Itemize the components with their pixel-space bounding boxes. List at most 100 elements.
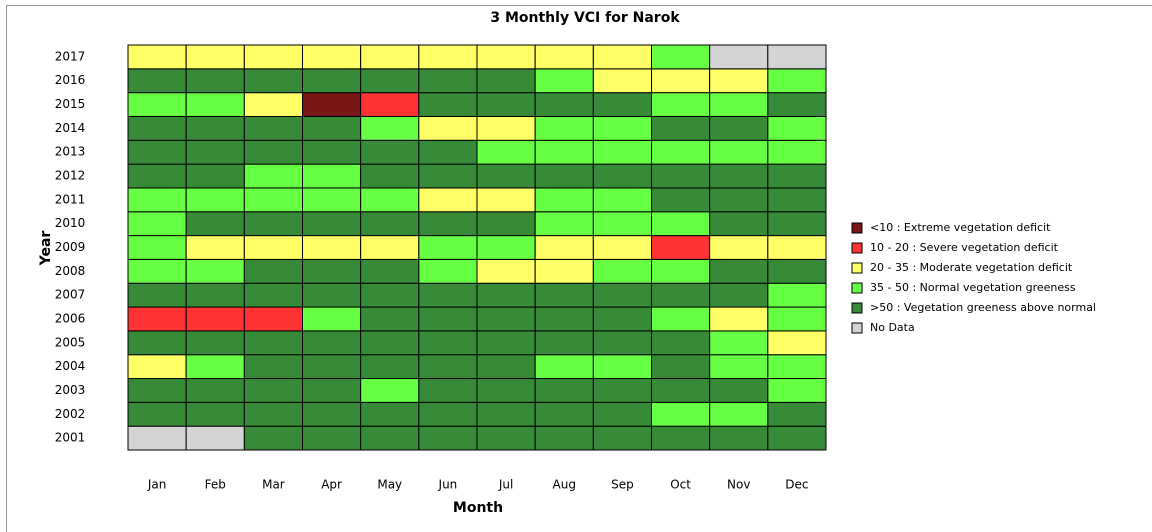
heatmap-cell (592, 306, 652, 332)
y-tick-label: 2008 (55, 264, 86, 278)
heatmap-cell (243, 163, 303, 189)
y-tick-label: 2009 (55, 240, 86, 254)
heatmap-cell (127, 235, 187, 260)
heatmap-cell (592, 68, 652, 94)
heatmap-cell (534, 306, 594, 332)
heatmap-cell (302, 68, 362, 94)
heatmap-cell (709, 139, 769, 165)
heatmap-cell (534, 187, 594, 213)
heatmap-cell (709, 187, 769, 213)
heatmap-cell (476, 44, 536, 70)
heatmap-cell (534, 282, 594, 308)
heatmap-cell (127, 211, 187, 237)
heatmap-cell (302, 115, 362, 141)
heatmap-cell (302, 425, 362, 451)
heatmap-cell (360, 425, 420, 451)
heatmap-cell (709, 378, 769, 403)
heatmap-cell (592, 235, 652, 260)
heatmap-cell (185, 163, 245, 189)
heatmap-cell (592, 282, 652, 308)
heatmap-cell (127, 115, 187, 141)
y-tick-label: 2004 (55, 359, 86, 373)
y-tick-label: 2010 (55, 216, 86, 230)
heatmap-cell (592, 187, 652, 213)
heatmap-cell (709, 68, 769, 94)
heatmap-cell (360, 139, 420, 165)
legend-label: >50 : Vegetation greeness above normal (870, 301, 1096, 314)
heatmap-cell (418, 68, 478, 94)
heatmap-cell (185, 187, 245, 213)
heatmap-cell (476, 378, 536, 403)
heatmap-cell (360, 187, 420, 213)
heatmap-cell (418, 425, 478, 451)
heatmap-cell (651, 330, 711, 356)
heatmap-cell (709, 115, 769, 141)
x-tick-label: Aug (553, 478, 576, 492)
heatmap-cell (243, 425, 303, 451)
heatmap-cell (476, 282, 536, 308)
heatmap-cell (709, 92, 769, 117)
heatmap-cell (534, 115, 594, 141)
x-axis-label: Month (453, 500, 503, 516)
heatmap-cell (534, 425, 594, 451)
heatmap-cell (127, 425, 187, 451)
heatmap-cell (243, 282, 303, 308)
heatmap-cell (476, 187, 536, 213)
heatmap-cell (651, 187, 711, 213)
y-tick-label: 2006 (55, 311, 86, 325)
heatmap-cell (476, 354, 536, 380)
heatmap-cell (360, 401, 420, 427)
heatmap-cell (302, 306, 362, 332)
heatmap-cell (185, 92, 245, 117)
heatmap-cell (534, 401, 594, 427)
heatmap-cell (592, 139, 652, 165)
heatmap-cell (302, 282, 362, 308)
heatmap-cell (651, 163, 711, 189)
heatmap-cell (476, 425, 536, 451)
heatmap-cell (243, 330, 303, 356)
legend-swatch (851, 222, 863, 234)
y-tick-label: 2015 (55, 97, 86, 111)
heatmap-cell (767, 115, 827, 141)
heatmap-cell (302, 354, 362, 380)
heatmap-cell (185, 378, 245, 403)
heatmap-cell (592, 354, 652, 380)
legend-swatch (851, 322, 863, 334)
heatmap-cell (767, 163, 827, 189)
x-tick-label: Oct (670, 478, 691, 492)
x-tick-label: Jul (498, 478, 513, 492)
heatmap-cell (243, 92, 303, 117)
x-tick-label: Feb (205, 478, 226, 492)
heatmap-cell (360, 44, 420, 70)
heatmap-cell (418, 92, 478, 117)
heatmap-cell (767, 92, 827, 117)
heatmap-cell (651, 44, 711, 70)
y-tick-label: 2003 (55, 383, 86, 397)
heatmap-cell (709, 211, 769, 237)
heatmap-cell (592, 378, 652, 403)
heatmap-cell (418, 115, 478, 141)
heatmap-cell (360, 115, 420, 141)
heatmap-cell (418, 139, 478, 165)
y-tick-label: 2016 (55, 73, 86, 87)
legend-swatch (851, 302, 863, 314)
heatmap-cell (592, 92, 652, 117)
heatmap-cell (651, 92, 711, 117)
heatmap-cell (709, 258, 769, 284)
heatmap-cell (418, 211, 478, 237)
heatmap-cell (360, 354, 420, 380)
x-tick-label: Sep (611, 478, 634, 492)
heatmap-cell (651, 282, 711, 308)
heatmap-cell (709, 235, 769, 260)
y-tick-label: 2007 (55, 288, 86, 302)
heatmap-cell (767, 258, 827, 284)
heatmap-cell (360, 282, 420, 308)
x-tick-label: Apr (321, 478, 342, 492)
heatmap-cell (243, 115, 303, 141)
heatmap-cell (767, 235, 827, 260)
heatmap-cell (360, 211, 420, 237)
heatmap-cell (243, 211, 303, 237)
heatmap-cell (127, 187, 187, 213)
heatmap-cell (592, 425, 652, 451)
